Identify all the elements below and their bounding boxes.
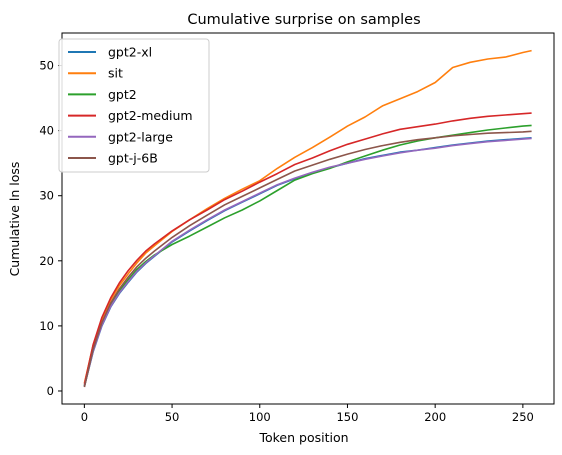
y-tick-label: 30 (39, 189, 54, 203)
x-axis: 0 50 100 150 200 250 (81, 404, 534, 424)
series-line-sit (83, 49, 532, 384)
plot-area (83, 49, 532, 388)
legend: gpt2-xl sit gpt2 gpt2-medium gpt2-large gpt-j… (58, 38, 210, 173)
chart-title: Cumulative surprise on samples (187, 12, 420, 28)
y-tick-label: 0 (47, 384, 54, 398)
y-axis-label: Cumulative ln loss (7, 162, 22, 277)
x-tick-label: 0 (81, 410, 88, 424)
x-axis-label: Token position (258, 430, 348, 445)
series-line-gpt-j-6B (83, 130, 532, 388)
legend-label: gpt2 (108, 87, 137, 102)
legend-label: gpt2-xl (108, 45, 152, 60)
legend-label: gpt-j-6B (108, 151, 158, 166)
legend-label: gpt2-medium (108, 108, 193, 123)
x-tick-label: 50 (165, 410, 180, 424)
x-tick-label: 150 (336, 410, 358, 424)
x-tick-label: 100 (249, 410, 271, 424)
legend-box (58, 38, 210, 173)
series-line-gpt2-large (83, 137, 532, 387)
y-tick-label: 50 (39, 59, 54, 73)
y-tick-label: 20 (39, 254, 54, 268)
y-tick-label: 10 (39, 319, 54, 333)
legend-label: sit (108, 66, 123, 81)
x-tick-label: 250 (512, 410, 534, 424)
y-tick-label: 40 (39, 124, 54, 138)
x-tick-label: 200 (424, 410, 446, 424)
legend-label: gpt2-large (108, 129, 173, 144)
series-line-gpt2-medium (83, 112, 532, 385)
axes-frame (61, 32, 555, 405)
